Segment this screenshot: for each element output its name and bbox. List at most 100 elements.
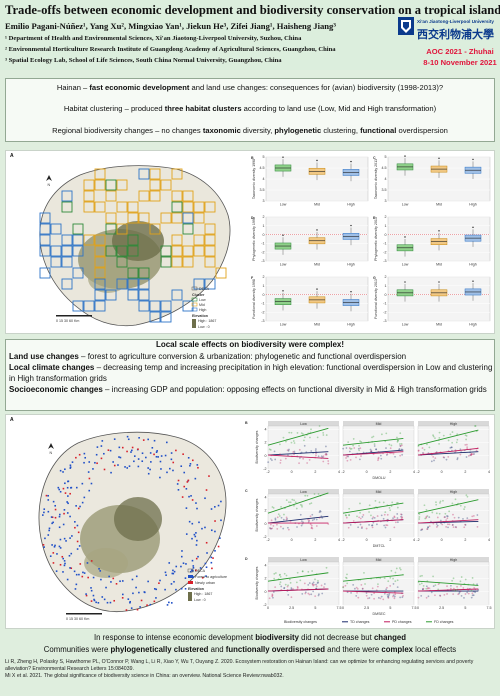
- change-point: [47, 499, 50, 501]
- data-point: [282, 436, 285, 439]
- fig1-tick-label: -1: [261, 302, 264, 306]
- data-point: [285, 574, 288, 577]
- change-point: [59, 490, 62, 493]
- fig2-tick-label: 2: [265, 577, 267, 581]
- grid-cell: [94, 179, 106, 191]
- data-point: [427, 595, 430, 598]
- data-point: [435, 501, 437, 504]
- change-point: [81, 482, 84, 485]
- data-point: [359, 502, 361, 505]
- data-point: [269, 527, 271, 529]
- change-point: [155, 588, 158, 591]
- data-point: [476, 514, 479, 516]
- data-point: [460, 585, 462, 587]
- change-point: [214, 530, 216, 533]
- data-point: [434, 457, 437, 460]
- data-point: [368, 597, 371, 599]
- change-point: [62, 523, 65, 526]
- fig1-ylabel: Phylogenetic diversity 1998: [252, 217, 256, 261]
- data-point: [387, 597, 390, 599]
- change-point: [196, 507, 198, 510]
- change-point: [210, 561, 213, 564]
- change-point: [126, 450, 128, 453]
- trend-line: [267, 451, 329, 456]
- data-point: [283, 513, 285, 516]
- grid-cell: [127, 289, 139, 301]
- data-point: [448, 523, 451, 526]
- data-point: [474, 591, 477, 594]
- facet-label: Low: [300, 558, 307, 562]
- data-point: [389, 576, 392, 579]
- change-point: [130, 451, 132, 453]
- change-point: [183, 485, 186, 488]
- data-point: [379, 597, 382, 600]
- data-point: [279, 443, 281, 446]
- data-point: [451, 589, 454, 592]
- data-point: [310, 526, 313, 529]
- data-point: [464, 524, 467, 526]
- data-point: [456, 585, 458, 588]
- data-point: [458, 592, 461, 595]
- change-point: [88, 477, 91, 480]
- change-point: [119, 580, 121, 583]
- grid-cell: [127, 201, 139, 213]
- data-point: [276, 528, 279, 530]
- outlier: [472, 226, 474, 229]
- data-point: [377, 459, 379, 462]
- fig2-xtick: 4: [338, 470, 340, 474]
- change-point: [75, 456, 77, 459]
- data-point: [322, 460, 325, 463]
- data-point: [444, 512, 447, 515]
- change-point: [101, 596, 104, 598]
- fig2-xtick: -2: [416, 538, 419, 542]
- data-point: [303, 444, 306, 447]
- data-point: [308, 593, 311, 596]
- data-point: [312, 590, 315, 593]
- data-point: [393, 597, 396, 600]
- change-point: [121, 580, 124, 582]
- change-point: [54, 516, 57, 519]
- change-point: [52, 500, 55, 503]
- data-point: [379, 577, 382, 580]
- svg-text:0 15 30 60 Km: 0 15 30 60 Km: [56, 319, 79, 323]
- change-point: [119, 456, 122, 459]
- poster-header: Trade-offs between economic development …: [0, 0, 500, 70]
- change-point: [149, 468, 151, 471]
- outlier: [404, 236, 406, 238]
- change-point: [195, 557, 198, 560]
- change-point: [58, 488, 61, 491]
- data-point: [373, 597, 376, 600]
- data-point: [348, 514, 350, 516]
- data-point: [463, 526, 466, 529]
- data-point: [288, 431, 291, 434]
- facet-strip: [268, 421, 339, 426]
- data-point: [425, 596, 428, 599]
- change-point: [90, 482, 93, 485]
- data-point: [388, 506, 391, 509]
- grid-cell: [193, 234, 205, 246]
- change-point: [54, 508, 57, 511]
- data-point: [399, 568, 402, 571]
- data-point: [434, 584, 437, 587]
- data-point: [384, 526, 387, 529]
- change-point: [140, 599, 143, 602]
- change-point: [170, 602, 173, 604]
- data-point: [359, 517, 362, 520]
- data-point: [285, 516, 288, 519]
- change-point: [153, 588, 156, 590]
- data-point: [421, 528, 424, 531]
- data-point: [308, 582, 311, 584]
- intro-line-3: Regional biodiversity changes – no chang…: [52, 126, 448, 135]
- fig2-tick-label: 4: [265, 564, 267, 568]
- fig1-xcat: High: [347, 263, 354, 267]
- data-point: [286, 585, 289, 588]
- data-point: [425, 509, 428, 511]
- data-point: [319, 509, 321, 512]
- data-point: [288, 501, 290, 504]
- data-point: [274, 586, 277, 589]
- data-point: [451, 502, 454, 505]
- data-point: [386, 593, 389, 596]
- data-point: [370, 450, 373, 453]
- data-point: [428, 516, 431, 519]
- grid-cell: [50, 256, 62, 268]
